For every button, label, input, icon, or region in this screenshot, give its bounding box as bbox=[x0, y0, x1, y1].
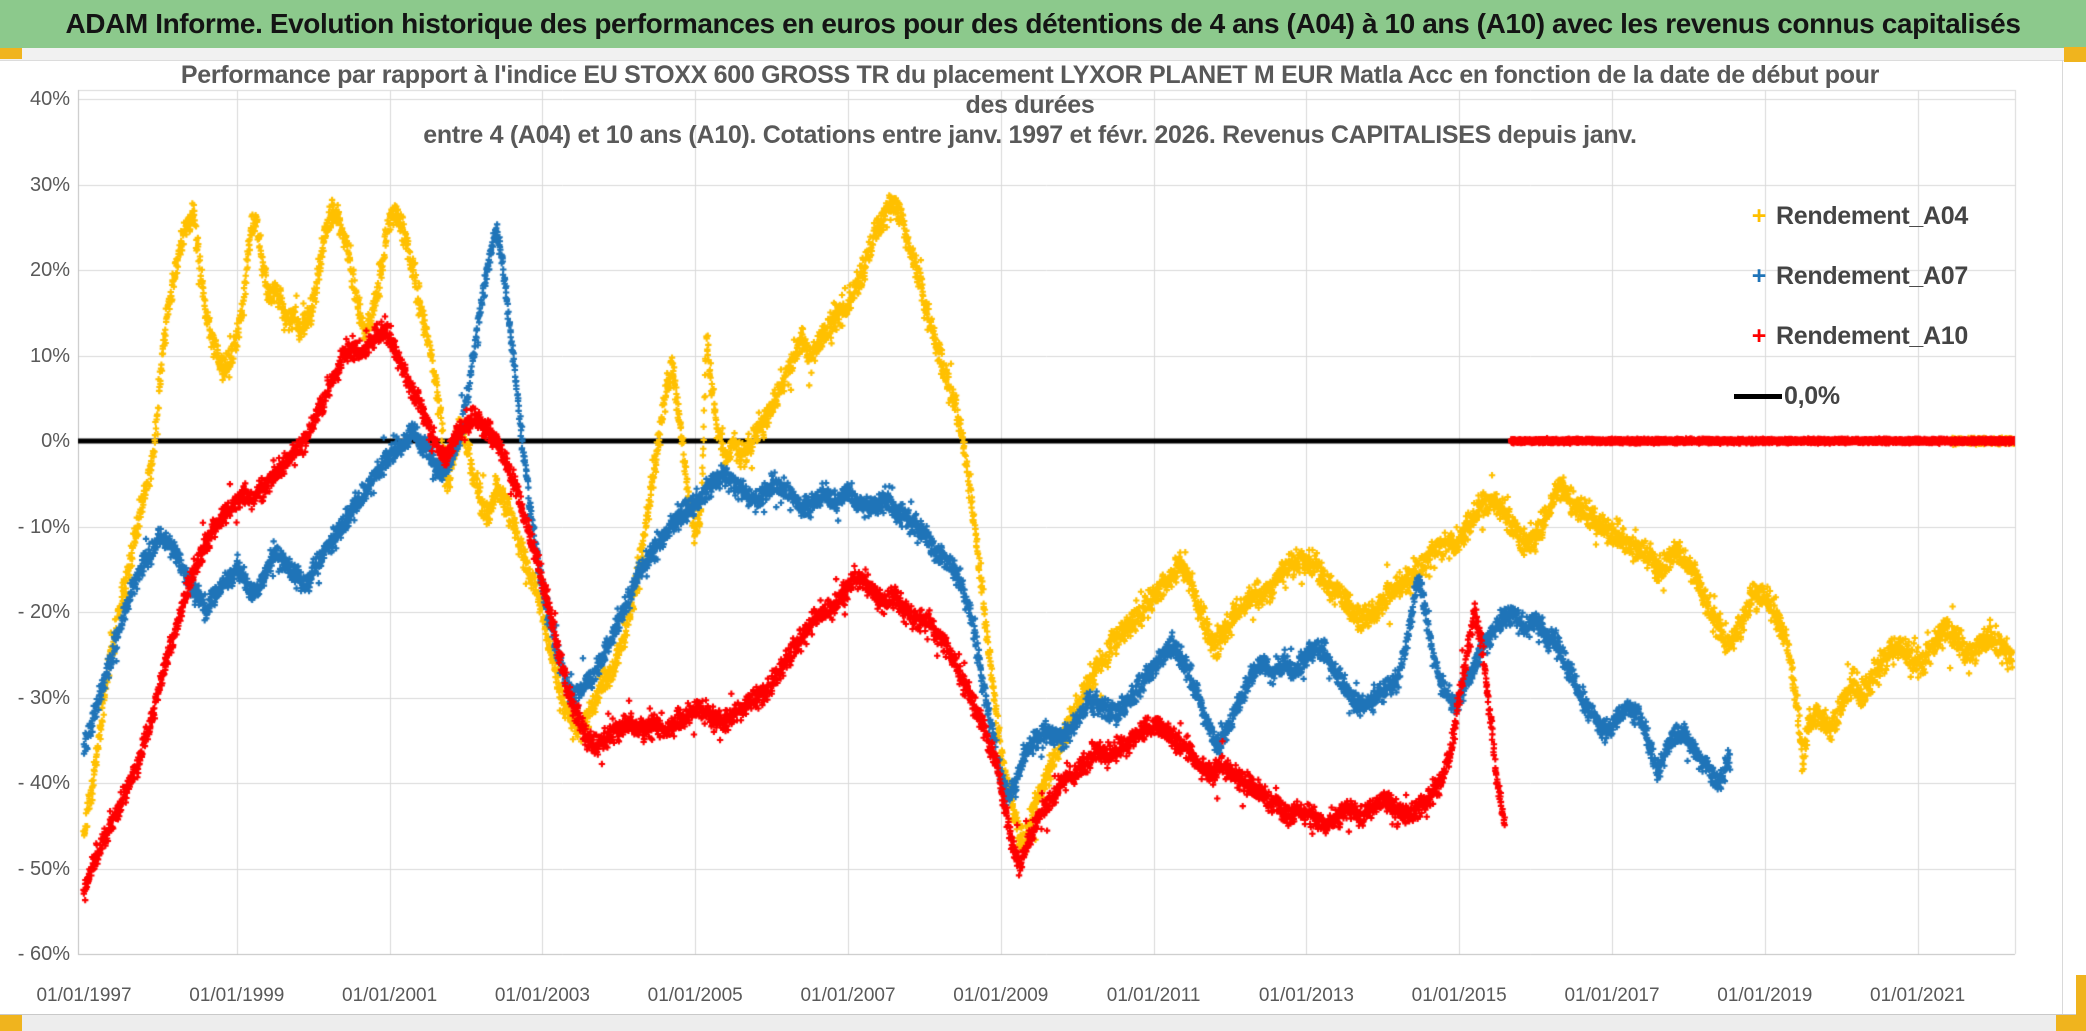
bottom-bar bbox=[0, 1014, 2086, 1031]
x-tick-label: 01/01/1999 bbox=[189, 985, 285, 1006]
y-tick-label: 10% bbox=[29, 344, 70, 367]
chart-title-line-2: des durées bbox=[965, 91, 1095, 119]
chart-title-line-1: Performance par rapport à l'indice EU ST… bbox=[180, 61, 1880, 89]
x-tick-label: 01/01/1997 bbox=[36, 985, 132, 1006]
zero-line-icon bbox=[1734, 393, 1782, 399]
legend-item-rendement-a07[interactable]: + Rendement_A07 bbox=[1742, 246, 2042, 306]
horizontal-scrollbar-left-handle[interactable] bbox=[0, 1015, 22, 1031]
x-tick-label: 01/01/2021 bbox=[1870, 985, 1966, 1006]
legend-label: Rendement_A10 bbox=[1776, 321, 1968, 350]
legend-item-rendement-a04[interactable]: + Rendement_A04 bbox=[1742, 186, 2042, 246]
plus-marker-icon: + bbox=[1751, 262, 1767, 290]
x-tick-label: 01/01/2001 bbox=[342, 985, 438, 1006]
horizontal-scrollbar-right-handle[interactable] bbox=[2056, 1015, 2086, 1031]
y-tick-label: 0% bbox=[41, 430, 70, 452]
y-tick-label: - 60% bbox=[17, 943, 70, 965]
plus-marker-icon: + bbox=[1751, 202, 1767, 230]
chart-title: Performance par rapport à l'indice EU ST… bbox=[90, 60, 1970, 150]
y-tick-label: - 30% bbox=[17, 686, 70, 709]
y-tick-label: 20% bbox=[29, 259, 70, 281]
vertical-scrollbar-thumb[interactable] bbox=[2076, 975, 2086, 1031]
legend-label: Rendement_A07 bbox=[1776, 261, 1968, 290]
x-tick-label: 01/01/2019 bbox=[1717, 985, 1813, 1006]
chart-right-border bbox=[2062, 60, 2063, 1014]
x-tick-label: 01/01/2009 bbox=[953, 985, 1049, 1006]
y-tick-label: 30% bbox=[29, 173, 70, 196]
chart-legend: + Rendement_A04 + Rendement_A07 + Rendem… bbox=[1734, 186, 2042, 426]
x-tick-label: 01/01/2017 bbox=[1564, 985, 1660, 1006]
plus-marker-icon: + bbox=[1751, 322, 1767, 350]
x-tick-label: 01/01/2013 bbox=[1258, 985, 1354, 1006]
y-tick-label: - 20% bbox=[17, 601, 70, 623]
legend-item-zero-line[interactable]: 0,0% bbox=[1734, 366, 2042, 426]
x-tick-label: 01/01/2007 bbox=[800, 985, 896, 1006]
y-tick-label: 40% bbox=[29, 88, 70, 110]
y-tick-label: - 10% bbox=[17, 515, 70, 538]
y-tick-label: - 50% bbox=[17, 857, 70, 880]
legend-label: Rendement_A04 bbox=[1776, 201, 1968, 230]
legend-label: 0,0% bbox=[1784, 381, 1840, 410]
x-tick-label: 01/01/2003 bbox=[494, 985, 590, 1006]
y-tick-label: - 40% bbox=[17, 772, 70, 794]
chart-title-line-3: entre 4 (A04) et 10 ans (A10). Cotations… bbox=[423, 121, 1637, 149]
x-tick-label: 01/01/2005 bbox=[647, 985, 743, 1006]
legend-item-rendement-a10[interactable]: + Rendement_A10 bbox=[1742, 306, 2042, 366]
x-tick-label: 01/01/2011 bbox=[1106, 985, 1201, 1006]
x-tick-label: 01/01/2015 bbox=[1411, 985, 1507, 1006]
